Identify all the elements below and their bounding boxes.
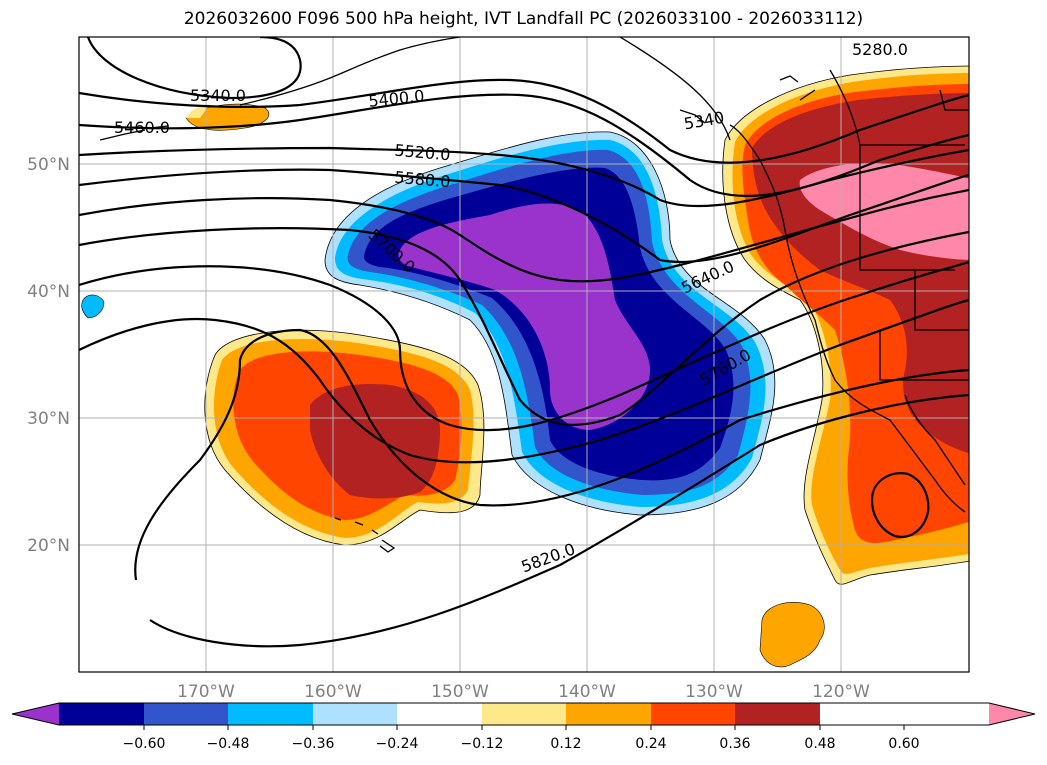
colorbar-swatch [566, 703, 651, 725]
negative-anomaly-west [81, 294, 105, 319]
lat-tick-label: 50°N [27, 155, 70, 175]
colorbar-tick-label: 0.36 [719, 736, 750, 752]
lat-tick-label: 40°N [27, 282, 70, 302]
colorbar-tick-label: 0.60 [888, 736, 919, 752]
colorbar-tick-label: −0.24 [376, 736, 419, 752]
lon-tick-label: 160°W [304, 682, 362, 702]
colorbar-tick-label: −0.48 [207, 736, 250, 752]
colorbar: −0.60 −0.48 −0.36 −0.24 −0.12 0.12 0.24 … [11, 702, 1036, 752]
lon-tick-label: 120°W [812, 682, 870, 702]
colorbar-tick-label: −0.60 [123, 736, 166, 752]
contour-label-5340: 5340.0 [190, 86, 246, 105]
map-plot-area: 5280.0 5340.0 5400.0 5460.0 5520.0 5580.… [79, 37, 969, 672]
lon-tick-labels: 170°W 160°W 150°W 140°W 130°W 120°W [177, 682, 870, 702]
positive-anomaly-hawaii [204, 329, 485, 546]
lat-tick-label: 20°N [27, 536, 70, 556]
map-frame [78, 36, 970, 673]
lat-tick-label: 30°N [27, 409, 70, 429]
colorbar-swatch [59, 703, 144, 725]
lat-tick-labels: 50°N 40°N 30°N 20°N [27, 155, 70, 556]
colorbar-extend-high [989, 703, 1035, 725]
coastlines [99, 37, 969, 553]
contour-label-5580: 5580.0 [394, 168, 451, 192]
lon-tick-label: 150°W [431, 682, 489, 702]
colorbar-tick-label: 0.48 [804, 736, 835, 752]
contour-label-5460: 5460.0 [114, 118, 170, 137]
contour-label-5520: 5520.0 [394, 141, 451, 165]
height-contours [79, 37, 969, 648]
colorbar-swatch [482, 703, 566, 725]
colorbar-swatch [397, 703, 482, 725]
colorbar-tick-label: 0.12 [550, 736, 581, 752]
colorbar-swatch [144, 703, 228, 725]
lon-tick-label: 170°W [177, 682, 235, 702]
contour-label-5280: 5280.0 [852, 40, 908, 59]
colorbar-extend-low [12, 703, 59, 725]
positive-anomaly-south [759, 601, 825, 668]
colorbar-swatch [735, 703, 820, 725]
colorbar-tick-label: 0.24 [635, 736, 666, 752]
colorbar-swatch [313, 703, 397, 725]
colorbar-swatch [228, 703, 313, 725]
positive-anomaly-coast [722, 65, 969, 585]
lon-tick-label: 140°W [558, 682, 616, 702]
colorbar-tick-label: −0.36 [292, 736, 335, 752]
colorbar-tick-label: −0.12 [461, 736, 504, 752]
colorbar-ticks [143, 725, 905, 730]
colorbar-swatch [651, 703, 735, 725]
lon-tick-label: 130°W [685, 682, 743, 702]
colorbar-outline [11, 702, 1036, 726]
map-title: 2026032600 F096 500 hPa height, IVT Land… [183, 9, 864, 29]
